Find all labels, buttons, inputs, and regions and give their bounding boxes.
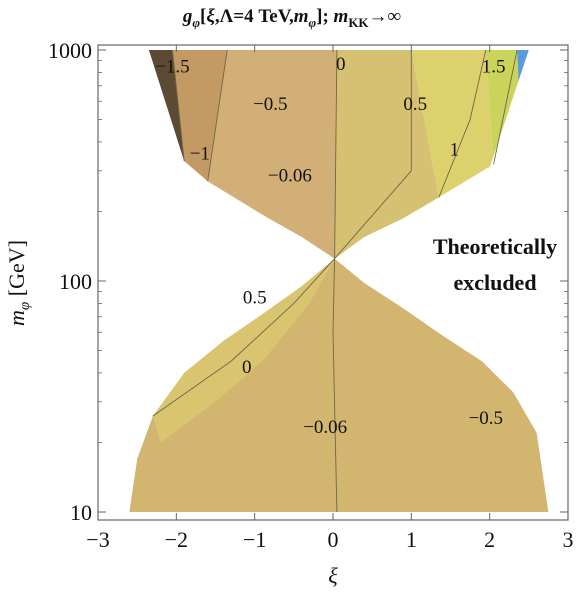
- contour-lines: [152, 49, 518, 513]
- contour-labels: −1.5 −0.5 0 1.5 0.5 −1 1 −0.06 0.5 0 −0.06 −0.5: [155, 54, 505, 438]
- contour-label-0: −1.5: [155, 56, 189, 77]
- contour-line-6: [152, 258, 335, 417]
- region-upper-2: [207, 50, 337, 259]
- contour-label-5: −1: [190, 144, 210, 165]
- contour-label-2: 0: [336, 54, 346, 75]
- x-tick-label-1: −2: [165, 527, 188, 552]
- mask-right: [334, 50, 568, 259]
- region-upper-4: [411, 50, 494, 198]
- contour-label-3: 1.5: [482, 56, 506, 77]
- x-tick-label-6: 3: [563, 527, 574, 552]
- y-tick-label-1: 100: [59, 269, 92, 294]
- region-lower-band-top: [152, 258, 335, 443]
- y-tick-label-0: 10: [70, 500, 92, 525]
- mask-lower-left: [98, 258, 335, 512]
- contour-label-9: 0: [242, 357, 252, 378]
- contour-line-7: [332, 258, 338, 513]
- region-upper-1: [172, 50, 228, 182]
- region-upper-3: [334, 50, 439, 259]
- x-tick-label-3: 0: [328, 527, 339, 552]
- contour-label-4: 0.5: [403, 94, 427, 115]
- x-tick-label-0: −3: [86, 527, 109, 552]
- mask-lower-right: [334, 258, 568, 512]
- x-axis-label: ξ: [328, 563, 338, 588]
- x-tick-label-2: −1: [243, 527, 266, 552]
- contour-label-10: −0.06: [303, 417, 347, 438]
- contour-line-0: [171, 49, 185, 162]
- annotation-line-2: excluded: [453, 270, 536, 295]
- x-tick-label-5: 2: [484, 527, 495, 552]
- contour-line-1: [207, 49, 228, 182]
- chart-title: gφ[ξ,Λ=4 TeV,mφ]; mKK→∞: [182, 6, 401, 30]
- plot-regions: [98, 50, 568, 512]
- contour-label-6: 1: [450, 139, 460, 160]
- contour-line-4: [438, 49, 487, 198]
- contour-line-5: [493, 49, 518, 165]
- contour-label-11: −0.5: [469, 408, 503, 429]
- y-axis-label: mφ [GeV]: [4, 240, 33, 326]
- y-tick-label-2: 1000: [48, 38, 92, 63]
- annotation-line-1: Theoretically: [433, 234, 557, 259]
- contour-label-1: −0.5: [253, 94, 287, 115]
- contour-label-8: 0.5: [243, 287, 267, 308]
- region-lower-top: [129, 258, 549, 512]
- contour-line-3: [334, 50, 412, 259]
- mask-left: [98, 50, 335, 259]
- x-tick-label-4: 1: [406, 527, 417, 552]
- contour-label-7: −0.06: [268, 165, 312, 186]
- contour-line-2: [334, 49, 338, 259]
